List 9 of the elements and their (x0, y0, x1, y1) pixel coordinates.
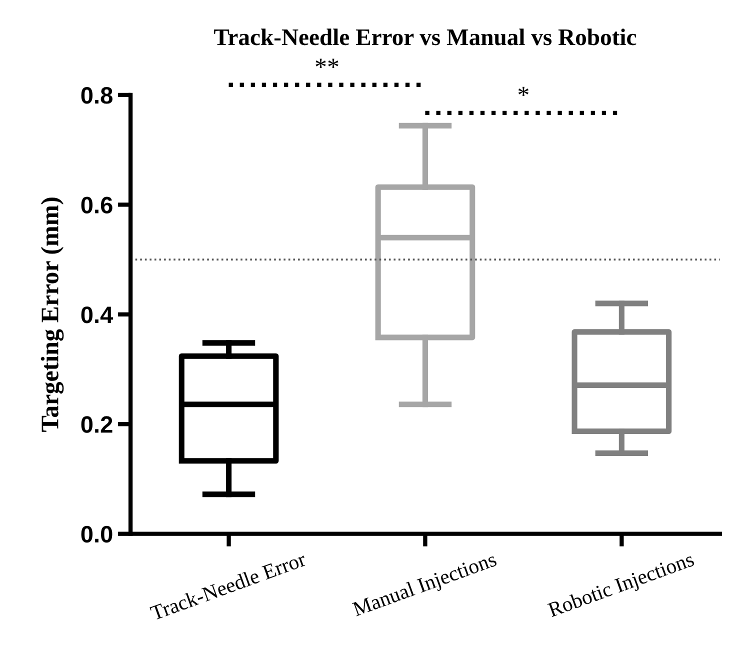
y-axis-title: Targeting Error (mm) (40, 198, 64, 432)
y-tick-label: 0.4 (81, 306, 114, 324)
chart-title: Track-Needle Error vs Manual vs Robotic (214, 28, 636, 46)
y-tick-label: 0.2 (81, 416, 112, 433)
text: ** (316, 58, 338, 68)
annotation: * (518, 86, 528, 96)
y-tick-label: 0.8 (81, 87, 112, 104)
y-tick-label: 0.0 (81, 526, 112, 543)
y-tick-label: 0.6 (81, 196, 112, 214)
